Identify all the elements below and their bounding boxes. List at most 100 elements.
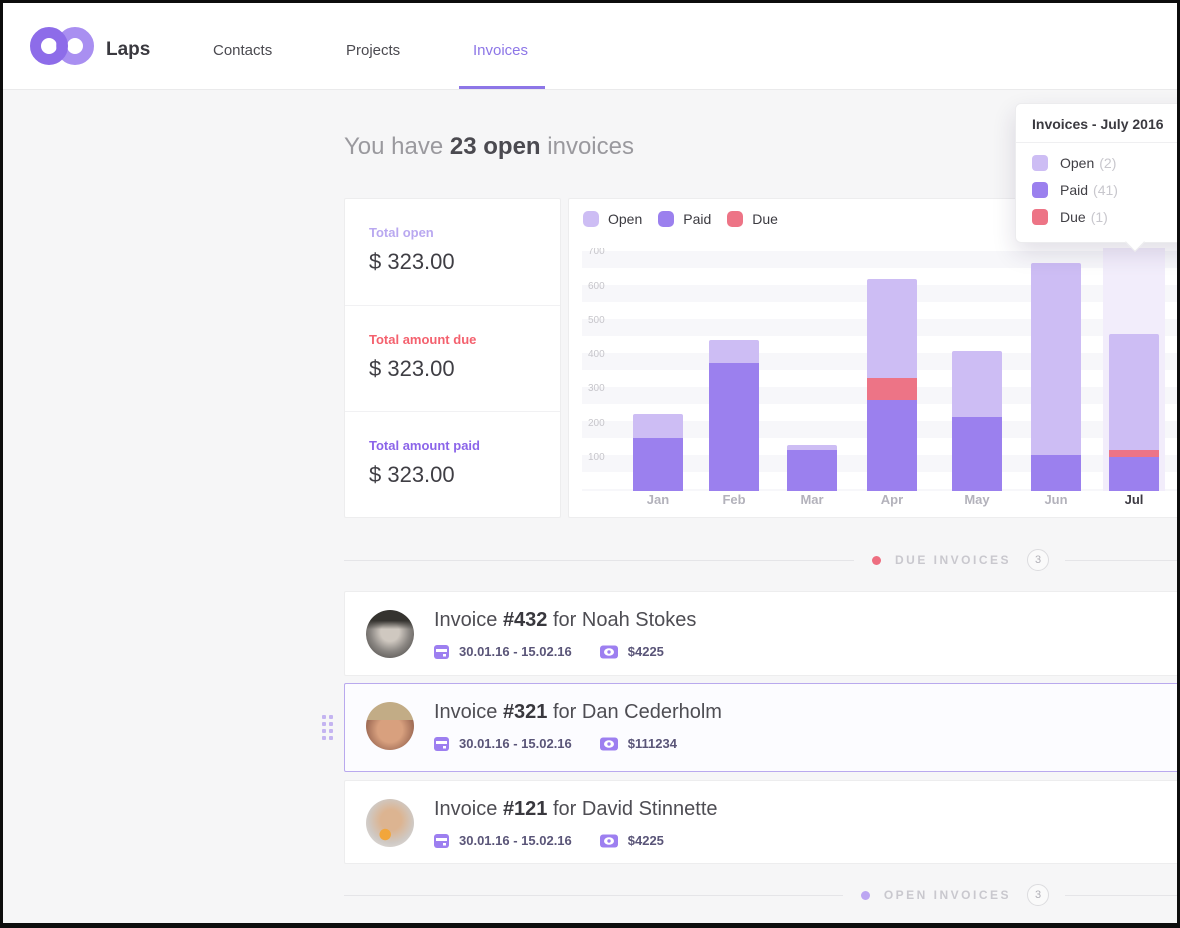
page-title-suffix: invoices: [540, 133, 634, 160]
invoice-title-prefix: Invoice: [434, 701, 503, 723]
invoice-title-prefix: Invoice: [434, 609, 503, 631]
x-axis-label-may: May: [964, 492, 990, 507]
invoice-client: Noah Stokes: [581, 609, 697, 631]
y-axis-tick-label: 200: [588, 417, 605, 429]
y-axis-tick-label: 100: [588, 451, 605, 463]
invoice-card-121[interactable]: Invoice #121 for David Stinnette 30.01.1…: [344, 780, 1177, 864]
next-invoice-card-partial[interactable]: [344, 923, 1180, 928]
tooltip-swatch-open: [1032, 155, 1048, 171]
stat-total-open: Total open $ 323.00: [345, 199, 560, 305]
money-icon: [599, 645, 618, 659]
bar-jul-due[interactable]: [1109, 449, 1159, 457]
bar-jan-open[interactable]: [633, 414, 683, 438]
invoice-title-connector: for: [547, 701, 582, 723]
drag-handle-icon[interactable]: [322, 715, 333, 740]
invoice-meta: 30.01.16 - 15.02.16 $4225: [434, 833, 664, 848]
bar-jul-open[interactable]: [1109, 333, 1159, 450]
tooltip-swatch-due: [1032, 209, 1048, 225]
invoice-client: Dan Cederholm: [581, 701, 722, 723]
due-invoices-divider: DUE INVOICES 3: [344, 549, 1177, 571]
avatar: [366, 702, 414, 750]
bar-jan-paid[interactable]: [633, 437, 683, 491]
stat-total-due-label: Total amount due: [369, 332, 477, 347]
stat-total-paid-value: $ 323.00: [369, 462, 455, 487]
tooltip-count-open: (2): [1099, 155, 1117, 171]
invoice-client: David Stinnette: [581, 798, 718, 820]
tooltip-title: Invoices - July 2016: [1016, 116, 1177, 143]
page-title: You have 23 open invoices: [344, 133, 634, 161]
bar-feb-open[interactable]: [709, 340, 759, 363]
chart-tooltip: Invoices - July 2016 Open (2) Paid (41) …: [1015, 103, 1177, 252]
tooltip-row-due: Due (1): [1032, 209, 1177, 225]
x-axis-label-jan: Jan: [646, 492, 670, 507]
nav-item-projects[interactable]: Projects: [346, 42, 401, 59]
bar-jul-paid[interactable]: [1109, 456, 1159, 491]
bar-chart-plot[interactable]: 100 200 300 400 500 600 700: [582, 248, 1177, 491]
y-axis-tick-label: 500: [588, 314, 605, 326]
bar-mar-paid[interactable]: [787, 449, 837, 491]
bar-may-paid[interactable]: [952, 417, 1002, 491]
chart-legend: Open Paid Due: [583, 211, 794, 227]
tooltip-row-paid: Paid (41): [1032, 182, 1177, 198]
logo-ring-left: [30, 27, 68, 65]
divider-line: [344, 894, 843, 896]
invoices-chart-card: Open Paid Due 100 200 300 400 500 600 700 Jan F…: [568, 198, 1177, 518]
calendar-icon: [434, 644, 449, 659]
legend-item-paid: Paid: [658, 211, 711, 227]
invoice-meta: 30.01.16 - 15.02.16 $111234: [434, 736, 677, 751]
invoice-title: Invoice #321 for Dan Cederholm: [434, 701, 722, 724]
stat-total-due: Total amount due $ 323.00: [345, 305, 560, 411]
due-dot-icon: [871, 555, 881, 565]
stat-total-paid-label: Total amount paid: [369, 438, 480, 453]
page-title-prefix: You have: [344, 133, 450, 160]
invoice-number: #121: [502, 798, 548, 820]
invoice-amount: $4225: [627, 833, 664, 848]
invoice-card-432[interactable]: Invoice #432 for Noah Stokes 30.01.16 - …: [344, 591, 1177, 676]
tooltip-swatch-paid: [1032, 182, 1048, 198]
invoice-amount: $111234: [627, 736, 677, 751]
x-axis-label-jul: Jul: [1124, 492, 1144, 507]
bar-apr-paid[interactable]: [867, 400, 917, 491]
invoice-number: #321: [502, 701, 548, 723]
y-axis-tick-label: 700: [588, 248, 605, 258]
invoice-card-321-selected[interactable]: Invoice #321 for Dan Cederholm 30.01.16 …: [322, 683, 1177, 772]
bar-jun-paid[interactable]: [1031, 455, 1081, 491]
laps-logo-icon[interactable]: [30, 27, 102, 65]
x-axis-label-jun: Jun: [1044, 492, 1068, 507]
invoice-date-range: 30.01.16 - 15.02.16: [459, 833, 572, 848]
legend-label-paid: Paid: [683, 211, 712, 227]
totals-card: Total open $ 323.00 Total amount due $ 3…: [344, 198, 561, 518]
nav-item-contacts[interactable]: Contacts: [213, 42, 273, 59]
avatar: [366, 610, 414, 658]
open-invoices-label: OPEN INVOICES: [883, 888, 1011, 902]
tooltip-row-open: Open (2): [1032, 155, 1177, 171]
legend-item-due: Due: [727, 211, 778, 227]
divider-line: [344, 559, 854, 561]
invoice-meta: 30.01.16 - 15.02.16 $4225: [434, 644, 664, 659]
bar-apr-due[interactable]: [867, 378, 917, 401]
open-invoices-divider: OPEN INVOICES 3: [344, 884, 1177, 906]
bar-feb-paid[interactable]: [709, 362, 759, 491]
y-axis-tick-label: 300: [588, 383, 605, 395]
invoice-title-prefix: Invoice: [434, 798, 503, 820]
navbar: Laps Contacts Projects Invoices: [3, 3, 1177, 90]
bar-may-open[interactable]: [952, 350, 1002, 418]
divider-line: [1065, 559, 1177, 561]
bar-mar-open[interactable]: [787, 444, 837, 450]
divider-line: [1065, 894, 1177, 896]
tooltip-count-paid: (41): [1093, 182, 1118, 198]
brand-name: Laps: [106, 39, 151, 60]
y-axis-tick-label: 600: [588, 280, 605, 292]
due-invoices-count-badge: 3: [1027, 549, 1049, 571]
stat-total-open-value: $ 323.00: [369, 249, 455, 274]
legend-swatch-paid: [658, 211, 675, 227]
invoice-title-connector: for: [547, 609, 582, 631]
bar-jun-open[interactable]: [1031, 263, 1081, 456]
invoice-date-range: 30.01.16 - 15.02.16: [459, 644, 572, 659]
stat-total-open-label: Total open: [369, 225, 434, 240]
active-tab-underline: [459, 86, 545, 89]
invoice-title-connector: for: [547, 798, 582, 820]
nav-item-invoices[interactable]: Invoices: [473, 42, 529, 59]
bar-apr-open[interactable]: [867, 278, 917, 379]
open-invoices-count-badge: 3: [1027, 884, 1049, 906]
